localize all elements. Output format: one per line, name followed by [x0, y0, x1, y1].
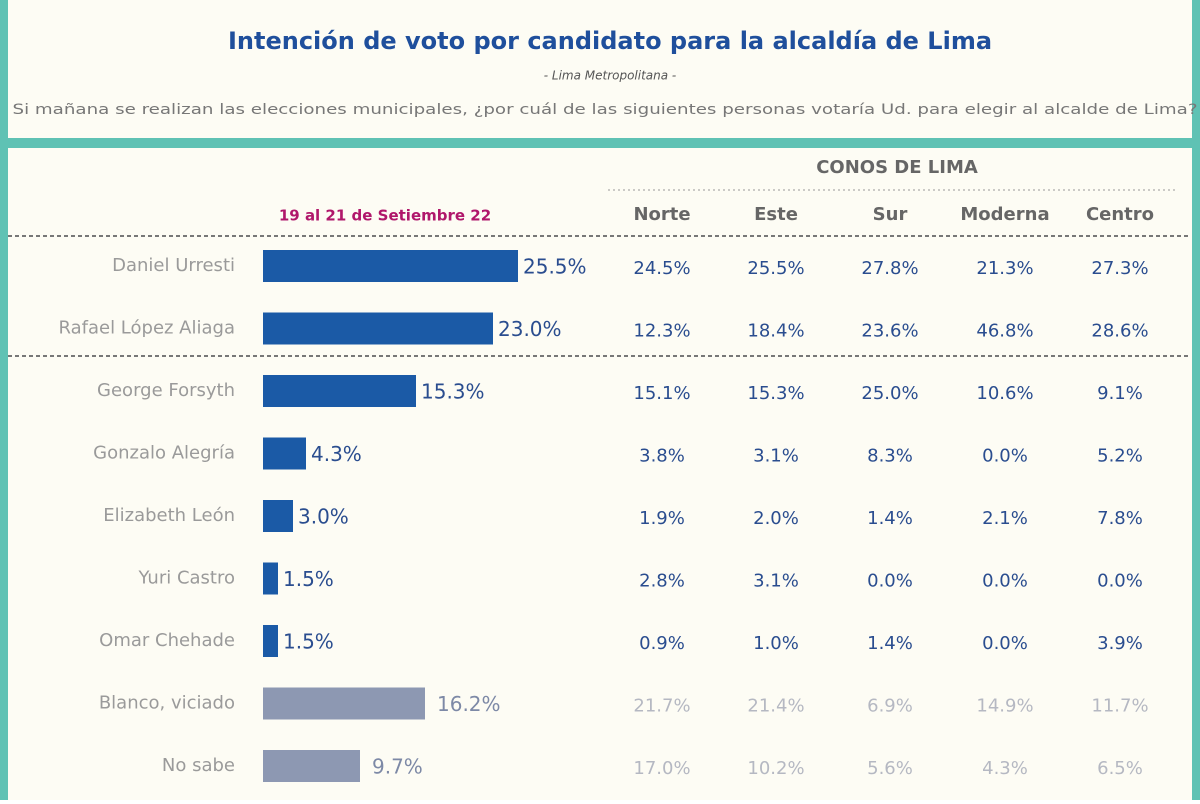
table-cell: 10.2% — [747, 758, 804, 779]
category-label: Gonzalo Alegría — [93, 443, 235, 464]
table-cell: 3.9% — [1097, 633, 1143, 654]
table-cell: 6.5% — [1097, 758, 1143, 779]
value-label: 23.0% — [498, 317, 562, 341]
table-cell: 0.9% — [639, 633, 685, 654]
category-label: No sabe — [162, 755, 235, 776]
table-cell: 8.3% — [867, 446, 913, 467]
table-cell: 2.0% — [753, 508, 799, 529]
table-cell: 0.0% — [1097, 571, 1143, 592]
column-header: Norte — [633, 204, 690, 225]
value-label: 9.7% — [372, 755, 423, 779]
category-label: Elizabeth León — [103, 505, 235, 526]
table-cell: 1.9% — [639, 508, 685, 529]
table-cell: 7.8% — [1097, 508, 1143, 529]
column-header: Centro — [1086, 204, 1154, 225]
bar — [263, 375, 416, 407]
table-cell: 0.0% — [982, 571, 1028, 592]
category-label: Omar Chehade — [99, 630, 235, 651]
table-cell: 1.4% — [867, 508, 913, 529]
table-cell: 21.4% — [747, 696, 804, 717]
subtitle: - Lima Metropolitana - — [544, 69, 677, 83]
table-cell: 12.3% — [633, 321, 690, 342]
table-cell: 14.9% — [976, 696, 1033, 717]
category-label: Yuri Castro — [137, 568, 235, 589]
period-label: 19 al 21 de Setiembre 22 — [279, 207, 491, 225]
table-cell: 5.6% — [867, 758, 913, 779]
bar — [263, 687, 425, 720]
category-label: Blanco, viciado — [99, 693, 235, 714]
bar — [263, 562, 278, 595]
value-label: 3.0% — [298, 505, 349, 529]
column-header: Moderna — [960, 204, 1049, 225]
table-cell: 3.1% — [753, 571, 799, 592]
table-cell: 27.3% — [1091, 258, 1148, 279]
table-cell: 15.3% — [747, 383, 804, 404]
table-cell: 25.5% — [747, 258, 804, 279]
table-cell: 24.5% — [633, 258, 690, 279]
table-cell: 25.0% — [861, 383, 918, 404]
value-label: 16.2% — [437, 692, 501, 716]
value-label: 4.3% — [311, 442, 362, 466]
table-cell: 0.0% — [867, 571, 913, 592]
bar — [263, 312, 493, 345]
bar — [263, 500, 293, 532]
table-cell: 3.8% — [639, 446, 685, 467]
bar — [263, 437, 306, 470]
table-cell: 3.1% — [753, 446, 799, 467]
table-cell: 18.4% — [747, 321, 804, 342]
group-header: CONOS DE LIMA — [816, 157, 978, 178]
column-header: Sur — [873, 204, 908, 225]
value-label: 1.5% — [283, 567, 334, 591]
table-cell: 21.3% — [976, 258, 1033, 279]
bar — [263, 625, 278, 657]
bar — [263, 750, 360, 782]
value-label: 25.5% — [523, 255, 587, 279]
category-label: George Forsyth — [97, 380, 235, 401]
column-header: Este — [754, 204, 798, 225]
table-cell: 17.0% — [633, 758, 690, 779]
table-cell: 1.0% — [753, 633, 799, 654]
table-cell: 9.1% — [1097, 383, 1143, 404]
table-cell: 5.2% — [1097, 446, 1143, 467]
category-label: Rafael López Aliaga — [58, 318, 235, 339]
table-cell: 6.9% — [867, 696, 913, 717]
table-cell: 2.1% — [982, 508, 1028, 529]
category-label: Daniel Urresti — [112, 255, 235, 276]
question: Si mañana se realizan las elecciones mun… — [13, 102, 1198, 118]
table-cell: 23.6% — [861, 321, 918, 342]
title-box — [8, 0, 1192, 138]
table-cell: 27.8% — [861, 258, 918, 279]
table-cell: 46.8% — [976, 321, 1033, 342]
table-cell: 10.6% — [976, 383, 1033, 404]
table-cell: 15.1% — [633, 383, 690, 404]
table-cell: 4.3% — [982, 758, 1028, 779]
table-cell: 11.7% — [1091, 696, 1148, 717]
table-cell: 0.0% — [982, 446, 1028, 467]
value-label: 1.5% — [283, 630, 334, 654]
table-cell: 0.0% — [982, 633, 1028, 654]
table-box — [8, 148, 1192, 800]
bar — [263, 250, 518, 282]
table-cell: 1.4% — [867, 633, 913, 654]
table-cell: 2.8% — [639, 571, 685, 592]
table-cell: 28.6% — [1091, 321, 1148, 342]
table-cell: 21.7% — [633, 696, 690, 717]
value-label: 15.3% — [421, 380, 485, 404]
title: Intención de voto por candidato para la … — [228, 27, 992, 55]
